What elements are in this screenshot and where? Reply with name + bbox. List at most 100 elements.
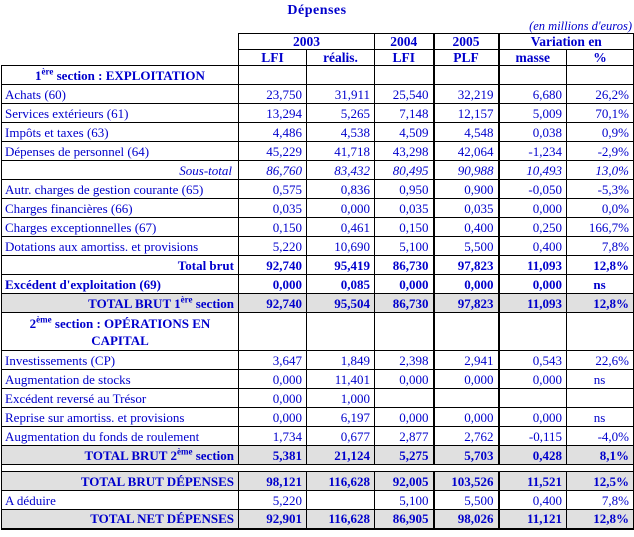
value-cell: 6,680 bbox=[498, 84, 567, 104]
value-cell: 0,461 bbox=[306, 217, 375, 237]
header-group-2003: 2003 bbox=[238, 33, 375, 50]
row-label: Charges exceptionnelles (67) bbox=[1, 217, 239, 237]
value-cell: 0,000 bbox=[374, 407, 434, 427]
value-cell: 5,275 bbox=[374, 445, 434, 465]
table-row: A déduire 5,220 5,100 5,500 0,400 7,8% bbox=[1, 490, 634, 510]
value-cell: 2,941 bbox=[432, 350, 500, 370]
table-row: Excédent reversé au Trésor 0,000 1,000 bbox=[1, 388, 634, 408]
value-cell: 11,521 bbox=[498, 471, 567, 491]
value-cell: 116,628 bbox=[306, 471, 375, 491]
value-cell: 97,823 bbox=[432, 255, 500, 275]
header-col-plf-2005: PLF bbox=[432, 49, 500, 66]
value-cell bbox=[306, 490, 375, 510]
value-cell: 31,911 bbox=[306, 84, 375, 104]
value-cell: 86,730 bbox=[374, 293, 434, 313]
header-group-2005: 2005 bbox=[432, 33, 500, 50]
value-cell bbox=[565, 312, 634, 351]
value-cell: 5,381 bbox=[238, 445, 307, 465]
row-label: Sous-total bbox=[1, 160, 239, 180]
value-cell: 0,035 bbox=[238, 198, 307, 218]
value-cell: ns bbox=[565, 407, 634, 427]
value-cell: 0,150 bbox=[238, 217, 307, 237]
value-cell bbox=[498, 312, 567, 351]
value-cell: 92,901 bbox=[238, 509, 307, 530]
value-cell: 7,8% bbox=[565, 236, 634, 256]
value-cell: -4,0% bbox=[565, 426, 634, 446]
value-cell: 0,000 bbox=[432, 407, 500, 427]
value-cell: 0,000 bbox=[498, 274, 567, 294]
value-cell: 0,250 bbox=[498, 217, 567, 237]
table-row: TOTAL BRUT 2ème section 5,381 21,124 5,275 5… bbox=[1, 445, 634, 465]
value-cell: 86,730 bbox=[374, 255, 434, 275]
value-cell: 25,540 bbox=[374, 84, 434, 104]
value-cell: ns bbox=[565, 369, 634, 389]
value-cell: 10,493 bbox=[498, 160, 567, 180]
value-cell: 86,905 bbox=[374, 509, 434, 530]
value-cell: 11,093 bbox=[498, 255, 567, 275]
value-cell: 0,000 bbox=[374, 274, 434, 294]
row-label: Dépenses de personnel (64) bbox=[1, 141, 239, 161]
value-cell: 0,9% bbox=[565, 122, 634, 142]
value-cell bbox=[432, 65, 500, 85]
row-label: 1ère section : EXPLOITATION bbox=[1, 65, 239, 85]
row-label: Autr. charges de gestion courante (65) bbox=[1, 179, 239, 199]
value-cell bbox=[498, 388, 567, 408]
row-label: Excédent d'exploitation (69) bbox=[1, 274, 239, 294]
value-cell: -2,9% bbox=[565, 141, 634, 161]
value-cell: 4,548 bbox=[432, 122, 500, 142]
value-cell: 0,900 bbox=[432, 179, 500, 199]
row-label: A déduire bbox=[1, 490, 239, 510]
value-cell: 0,400 bbox=[498, 490, 567, 510]
value-cell: 5,500 bbox=[432, 490, 500, 510]
value-cell: 0,035 bbox=[432, 198, 500, 218]
value-cell: 0,000 bbox=[238, 407, 307, 427]
table-row: Total brut 92,740 95,419 86,730 97,823 11,093… bbox=[1, 255, 634, 275]
value-cell: 0,000 bbox=[238, 274, 307, 294]
value-cell: 0,035 bbox=[374, 198, 434, 218]
table-row: Dépenses de personnel (64) 45,229 41,718 43… bbox=[1, 141, 634, 161]
table-row: Services extérieurs (61) 13,294 5,265 7,148… bbox=[1, 103, 634, 123]
table-row: Investissements (CP) 3,647 1,849 2,398 2,941… bbox=[1, 350, 634, 370]
row-label: Excédent reversé au Trésor bbox=[1, 388, 239, 408]
value-cell: 0,000 bbox=[238, 369, 307, 389]
value-cell: 2,762 bbox=[432, 426, 500, 446]
value-cell: 0,000 bbox=[432, 274, 500, 294]
table-row: Charges financières (66) 0,035 0,000 0,035 0… bbox=[1, 198, 634, 218]
value-cell: 0,000 bbox=[498, 198, 567, 218]
value-cell: 21,124 bbox=[306, 445, 375, 465]
value-cell: 0,000 bbox=[432, 369, 500, 389]
value-cell bbox=[432, 388, 500, 408]
unit-note: (en millions d'euros) bbox=[529, 19, 632, 33]
value-cell: -0,115 bbox=[498, 426, 567, 446]
value-cell: 1,734 bbox=[238, 426, 307, 446]
header-col-realis-2003: réalis. bbox=[306, 49, 375, 66]
value-cell bbox=[306, 65, 375, 85]
value-cell: 70,1% bbox=[565, 103, 634, 123]
value-cell: 5,703 bbox=[432, 445, 500, 465]
table-row: Sous-total 86,760 83,432 80,495 90,988 10,493… bbox=[1, 160, 634, 180]
value-cell: 5,100 bbox=[374, 236, 434, 256]
row-label: Total brut bbox=[1, 255, 239, 275]
value-cell: -0,050 bbox=[498, 179, 567, 199]
table-header: 2003 2004 2005 Variation en LFI réalis. … bbox=[1, 33, 634, 66]
value-cell: 0,400 bbox=[498, 236, 567, 256]
value-cell: 8,1% bbox=[565, 445, 634, 465]
value-cell: 41,718 bbox=[306, 141, 375, 161]
value-cell: 45,229 bbox=[238, 141, 307, 161]
value-cell: 12,157 bbox=[432, 103, 500, 123]
value-cell: 12,5% bbox=[565, 471, 634, 491]
row-label: Reprise sur amortiss. et provisions bbox=[1, 407, 239, 427]
table-row: Reprise sur amortiss. et provisions 0,000… bbox=[1, 407, 634, 427]
value-cell: 12,8% bbox=[565, 255, 634, 275]
value-cell: 4,509 bbox=[374, 122, 434, 142]
value-cell: 0,000 bbox=[238, 388, 307, 408]
table-row: Augmentation de stocks 0,000 11,401 0,000 0,… bbox=[1, 369, 634, 389]
table-row: 1ère section : EXPLOITATION bbox=[1, 65, 634, 85]
value-cell: 7,148 bbox=[374, 103, 434, 123]
value-cell: 4,486 bbox=[238, 122, 307, 142]
header-col-pct: % bbox=[565, 49, 634, 66]
value-cell bbox=[498, 65, 567, 85]
value-cell: 0,836 bbox=[306, 179, 375, 199]
header-group-2004: 2004 bbox=[374, 33, 434, 50]
value-cell: 5,009 bbox=[498, 103, 567, 123]
